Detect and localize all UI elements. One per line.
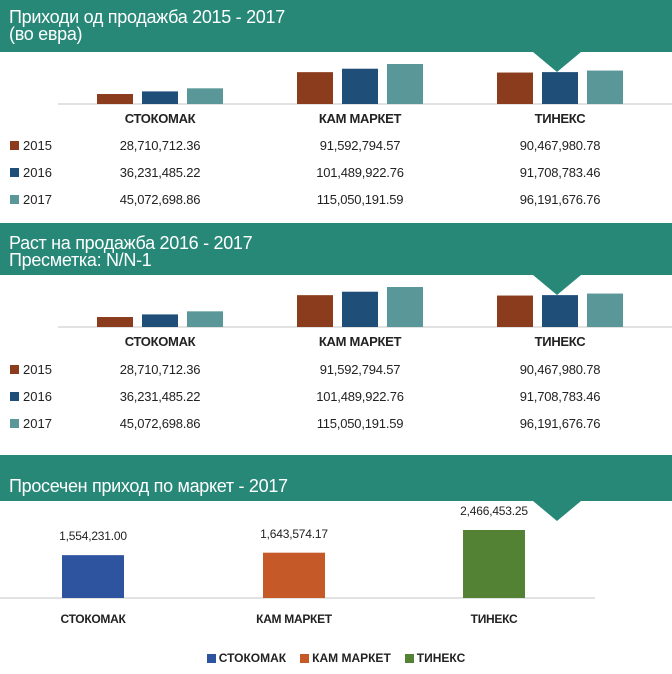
bar-2016 bbox=[342, 68, 378, 104]
legend-label: 2016 bbox=[23, 389, 52, 404]
value-label: 101,489,922.76 bbox=[316, 389, 404, 404]
value-label: 91,592,794.57 bbox=[319, 138, 401, 153]
value-label: 28,710,712.36 bbox=[119, 138, 201, 153]
value-label: 36,231,485.22 bbox=[119, 389, 201, 404]
legend-swatch bbox=[10, 419, 19, 428]
chart-title: Раст на продажба 2016 - 2017 bbox=[9, 233, 253, 253]
value-label: 45,072,698.86 bbox=[119, 416, 201, 431]
value-label: 96,191,676.76 bbox=[519, 416, 601, 431]
legend-label: 2017 bbox=[23, 192, 52, 207]
legend-item: КАМ МАРКЕТ bbox=[300, 651, 391, 665]
legend: СТОКОМАК КАМ МАРКЕТ ТИНЕКС bbox=[0, 651, 672, 665]
bar-2016 bbox=[542, 295, 578, 327]
legend-label: 2016 bbox=[23, 165, 52, 180]
chart-title: Приходи од продажба 2015 - 2017 bbox=[9, 7, 285, 27]
bar bbox=[463, 530, 525, 598]
data-label: 2,466,453.25 bbox=[460, 504, 528, 518]
bar-2015 bbox=[497, 295, 533, 327]
category-label: ТИНЕКС bbox=[534, 111, 586, 126]
bar-2016 bbox=[142, 314, 178, 327]
legend-label: 2015 bbox=[23, 362, 52, 377]
legend-swatch bbox=[300, 653, 310, 663]
bar-chart bbox=[0, 530, 595, 599]
data-label: 1,554,231.00 bbox=[59, 529, 127, 544]
legend-swatch bbox=[10, 365, 19, 374]
value-label: 90,467,980.78 bbox=[519, 362, 601, 377]
bar-2017 bbox=[387, 287, 423, 327]
legend-label: СТОКОМАК bbox=[218, 651, 287, 665]
bar-2017 bbox=[187, 88, 223, 104]
value-label: 115,050,191.59 bbox=[316, 192, 404, 207]
legend-swatch bbox=[10, 141, 19, 150]
chart-subtitle: Пресметка: N/N-1 bbox=[9, 250, 152, 270]
bar bbox=[62, 555, 124, 598]
category-label: СТОКОМАК bbox=[60, 612, 126, 626]
value-label: 28,710,712.36 bbox=[119, 362, 201, 377]
legend-item: ТИНЕКС bbox=[404, 651, 466, 665]
legend-label: 2017 bbox=[23, 416, 52, 431]
legend-swatch bbox=[10, 168, 19, 177]
bar-2017 bbox=[587, 70, 623, 104]
value-label: 115,050,191.59 bbox=[316, 416, 404, 431]
legend-swatch bbox=[10, 392, 19, 401]
bar-2016 bbox=[142, 91, 178, 104]
legend-label: ТИНЕКС bbox=[416, 651, 466, 665]
legend-year: 2016 bbox=[10, 165, 52, 180]
legend-year: 2015 bbox=[10, 362, 52, 377]
value-label: 91,592,794.57 bbox=[319, 362, 401, 377]
header-revenue: Приходи од продажба 2015 - 2017 (во евра… bbox=[0, 0, 672, 52]
value-label: 90,467,980.78 bbox=[519, 138, 601, 153]
legend-year: 2015 bbox=[10, 138, 52, 153]
category-label: СТОКОМАК bbox=[124, 334, 196, 349]
bar-2016 bbox=[542, 72, 578, 104]
value-label: 96,191,676.76 bbox=[519, 192, 601, 207]
legend-label: КАМ МАРКЕТ bbox=[312, 651, 391, 665]
bar-2015 bbox=[97, 94, 133, 104]
value-label: 91,708,783.46 bbox=[519, 389, 601, 404]
data-label: 1,643,574.17 bbox=[260, 526, 328, 541]
bar-2016 bbox=[342, 291, 378, 327]
bar-2015 bbox=[297, 72, 333, 104]
bar-2015 bbox=[297, 295, 333, 327]
category-label: СТОКОМАК bbox=[124, 111, 196, 126]
legend-swatch bbox=[404, 653, 414, 663]
category-label: КАМ МАРКЕТ bbox=[256, 612, 332, 626]
category-label: КАМ МАРКЕТ bbox=[318, 334, 402, 349]
notch bbox=[533, 275, 581, 295]
legend-item: СТОКОМАК bbox=[206, 651, 287, 665]
chart-subtitle: (во евра) bbox=[9, 24, 83, 44]
header-growth: Раст на продажба 2016 - 2017 Пресметка: … bbox=[0, 223, 672, 275]
legend-swatch bbox=[206, 653, 216, 663]
chart-title: Просечен приход по маркет - 2017 bbox=[9, 476, 288, 496]
legend-swatch bbox=[10, 195, 19, 204]
legend-year: 2017 bbox=[10, 416, 52, 431]
bar-2017 bbox=[387, 64, 423, 104]
notch bbox=[533, 501, 581, 521]
legend-label: 2015 bbox=[23, 138, 52, 153]
bar-chart bbox=[58, 64, 672, 105]
value-label: 101,489,922.76 bbox=[316, 165, 404, 180]
bar-2015 bbox=[97, 317, 133, 327]
value-label: 45,072,698.86 bbox=[119, 192, 201, 207]
bar-2017 bbox=[587, 293, 623, 327]
bar bbox=[263, 552, 325, 598]
legend-year: 2017 bbox=[10, 192, 52, 207]
bar-chart bbox=[58, 287, 672, 328]
category-label: ТИНЕКС bbox=[534, 334, 586, 349]
bar-2017 bbox=[187, 311, 223, 327]
header-average: Просечен приход по маркет - 2017 bbox=[0, 455, 672, 501]
value-label: 36,231,485.22 bbox=[119, 165, 201, 180]
legend-year: 2016 bbox=[10, 389, 52, 404]
category-label: ТИНЕКС bbox=[470, 612, 518, 626]
category-label: КАМ МАРКЕТ bbox=[318, 111, 402, 126]
notch bbox=[533, 52, 581, 72]
value-label: 91,708,783.46 bbox=[519, 165, 601, 180]
bar-2015 bbox=[497, 72, 533, 104]
